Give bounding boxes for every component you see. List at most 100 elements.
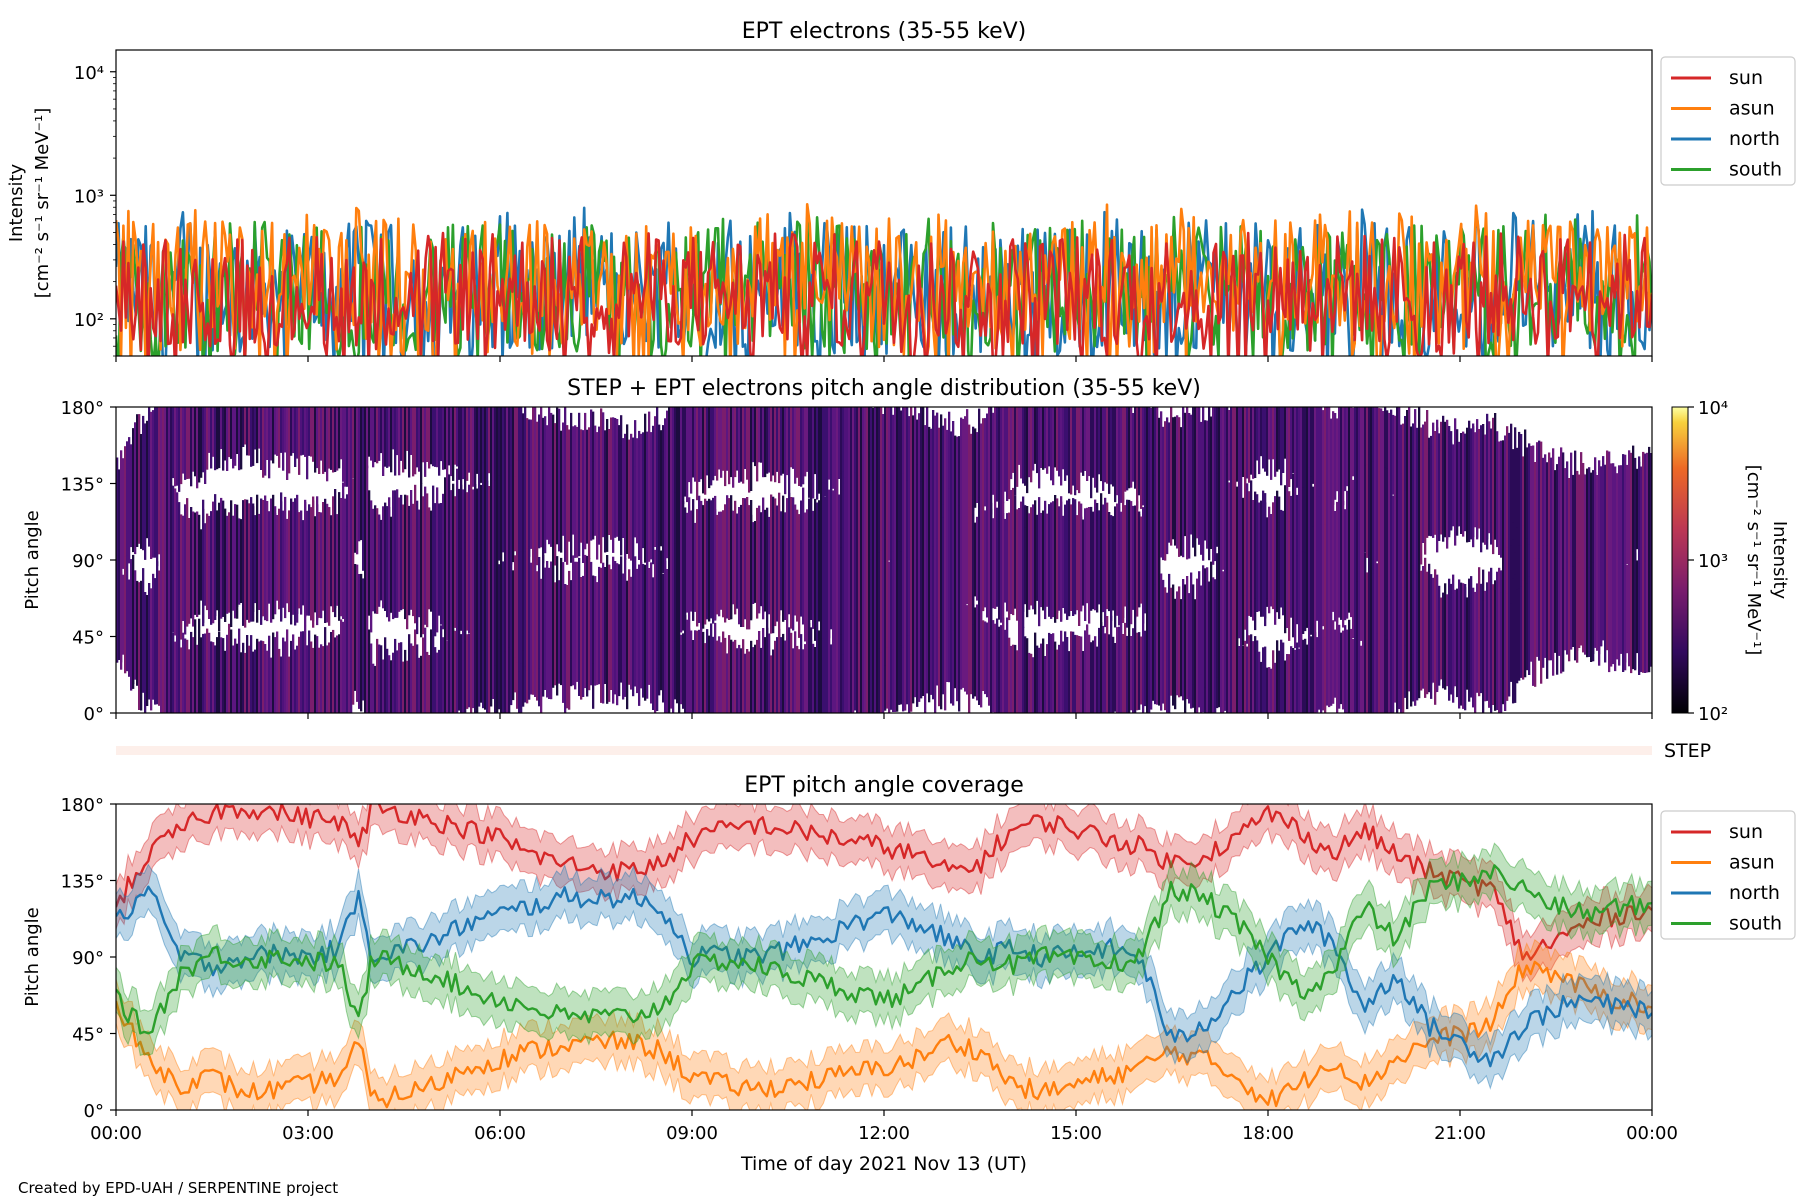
heatmap-cell <box>868 457 871 587</box>
heatmap-cell <box>850 529 853 658</box>
heatmap-cell <box>714 622 717 713</box>
heatmap-cell <box>906 624 909 705</box>
heatmap-cell <box>1154 475 1157 585</box>
heatmap-cell <box>854 546 857 643</box>
heatmap-cell <box>900 551 903 646</box>
heatmap-cell <box>1408 407 1411 522</box>
heatmap-cell <box>1272 529 1275 600</box>
heatmap-cell <box>980 497 983 623</box>
heatmap-cell <box>1174 608 1177 680</box>
heatmap-cell <box>340 407 343 460</box>
heatmap-cell <box>328 642 331 713</box>
heatmap-cell <box>1326 407 1329 510</box>
heatmap-cell <box>274 407 277 455</box>
heatmap-cell <box>826 492 829 588</box>
heatmap-cell <box>796 407 799 478</box>
heatmap-cell <box>694 524 697 612</box>
heatmap-cell <box>370 643 373 713</box>
heatmap-cell <box>388 507 391 622</box>
heatmap-cell <box>1492 417 1495 533</box>
heatmap-cell <box>1006 522 1009 612</box>
heatmap-cell <box>830 474 833 601</box>
heatmap-cell <box>1608 543 1611 673</box>
heatmap-cell <box>1584 552 1587 655</box>
heatmap-cell <box>430 407 433 465</box>
heatmap-cell <box>480 485 483 561</box>
heatmap-cell <box>472 489 475 561</box>
heatmap-cell <box>778 628 781 713</box>
heatmap-cell <box>994 623 997 713</box>
heatmap-cell <box>1454 599 1457 684</box>
heatmap-cell <box>1518 431 1521 546</box>
y-tick-label: 180° <box>61 795 104 816</box>
heatmap-cell <box>960 507 963 624</box>
heatmap-cell <box>1084 630 1087 713</box>
heatmap-cell <box>614 561 617 678</box>
heatmap-cell <box>522 605 525 707</box>
heatmap-cell <box>1214 605 1217 713</box>
heatmap-cell <box>778 407 781 484</box>
heatmap-cell <box>400 642 403 713</box>
heatmap-cell <box>1296 555 1299 625</box>
heatmap-cell <box>190 407 193 487</box>
heatmap-cell <box>1092 640 1095 713</box>
heatmap-cell <box>1114 643 1117 712</box>
heatmap-cell <box>556 461 559 545</box>
heatmap-cell <box>554 582 557 652</box>
y-tick-label: 90° <box>72 948 104 969</box>
heatmap-cell <box>1404 416 1407 509</box>
heatmap-cell <box>1348 619 1351 713</box>
heatmap-cell <box>290 640 293 713</box>
heatmap-cell <box>270 498 273 623</box>
heatmap-cell <box>664 560 667 651</box>
heatmap-cell <box>262 641 265 713</box>
heatmap-cell <box>772 407 775 476</box>
heatmap-cell <box>1636 572 1639 649</box>
heatmap-cell <box>1546 462 1549 546</box>
heatmap-cell <box>834 407 837 484</box>
heatmap-cell <box>728 407 731 485</box>
heatmap-cell <box>1572 566 1575 647</box>
heatmap-cell <box>1446 425 1449 549</box>
coverage-line-south <box>116 864 1652 1035</box>
heatmap-cell <box>1532 445 1535 547</box>
heatmap-cell <box>1394 415 1397 498</box>
heatmap-cell <box>948 411 951 539</box>
heatmap-cell <box>1036 527 1039 597</box>
heatmap-cell <box>636 568 639 666</box>
heatmap-cell <box>152 573 155 685</box>
heatmap-cell <box>1158 458 1161 586</box>
heatmap-cell <box>494 407 497 493</box>
heatmap-cell <box>920 621 923 699</box>
heatmap-cell <box>436 521 439 633</box>
heatmap-cell <box>744 521 747 612</box>
heatmap-cell <box>316 407 319 469</box>
heatmap-cell <box>1586 468 1589 566</box>
heatmap-cell <box>1188 593 1191 680</box>
heatmap-cell <box>1340 500 1343 620</box>
heatmap-cell <box>450 636 453 713</box>
heatmap-cell <box>1380 476 1383 576</box>
heatmap-cell <box>928 532 931 637</box>
heatmap-cell <box>956 436 959 510</box>
heatmap-cell <box>1258 651 1261 713</box>
heatmap-cell <box>920 407 923 518</box>
heatmap-cell <box>896 623 899 712</box>
heatmap-cell <box>402 526 405 610</box>
heatmap-cell <box>964 516 967 612</box>
heatmap-cell <box>1218 551 1221 675</box>
heatmap-cell <box>248 645 251 713</box>
heatmap-cell <box>116 555 119 650</box>
heatmap-cell <box>1412 550 1415 655</box>
heatmap-cell <box>878 552 881 649</box>
heatmap-cell <box>1504 435 1507 528</box>
heatmap-cell <box>292 525 295 599</box>
heatmap-cell <box>1388 475 1391 594</box>
heatmap-cell <box>924 482 927 579</box>
x-tick-label: 06:00 <box>474 1123 526 1144</box>
heatmap-cell <box>1156 407 1159 510</box>
heatmap-cell <box>660 471 663 547</box>
heatmap-cell <box>1520 586 1523 678</box>
y-tick-label: 45° <box>72 628 104 649</box>
heatmap-cell <box>1000 407 1003 492</box>
